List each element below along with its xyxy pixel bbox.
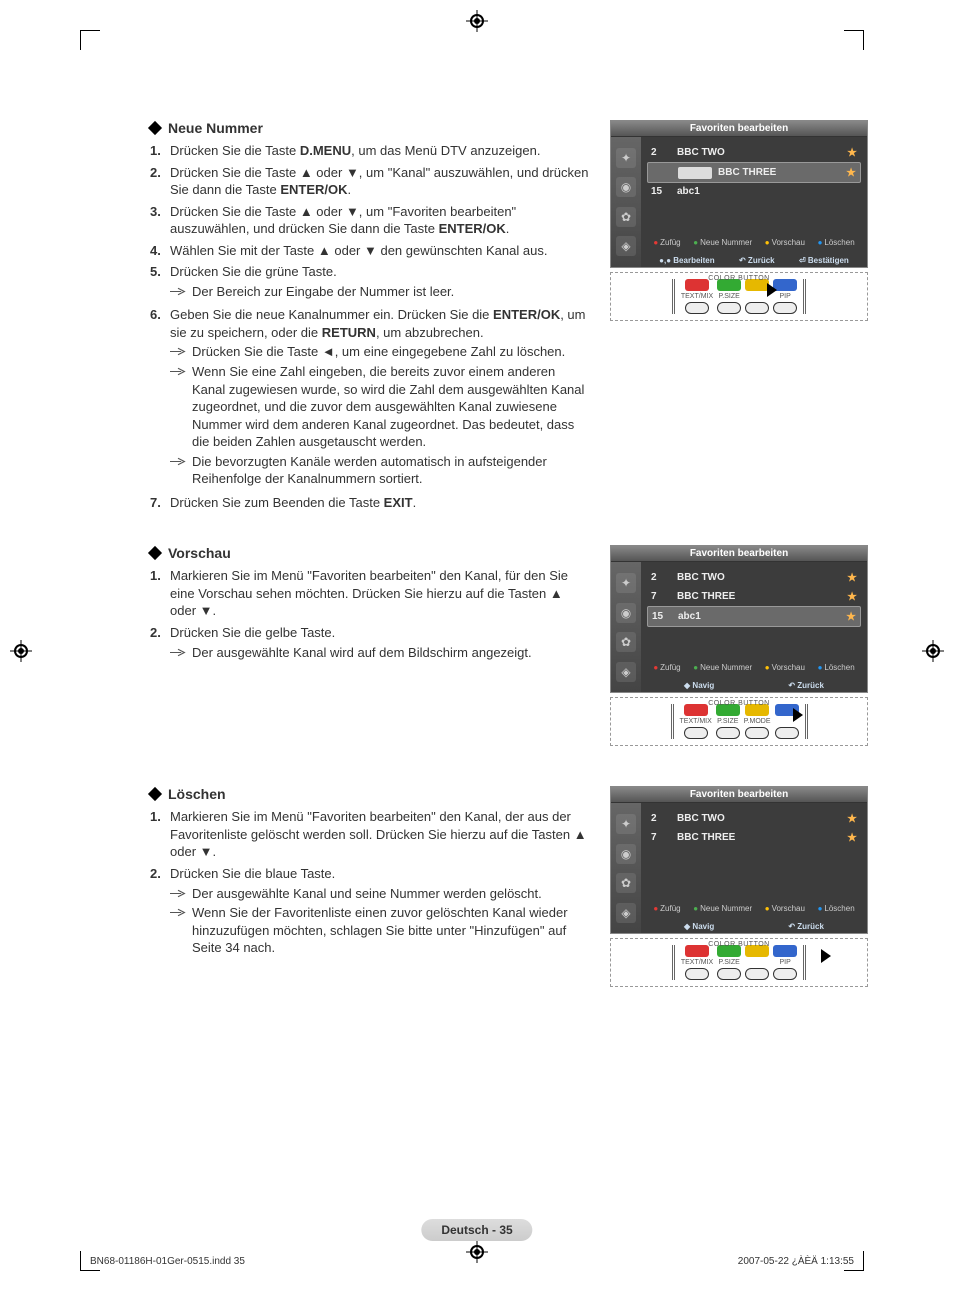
section-title-text: Vorschau — [168, 545, 231, 561]
pointer-arrow-icon — [797, 947, 831, 968]
remote-keycap — [685, 302, 709, 314]
note-arrow-icon — [170, 904, 192, 957]
footer-right: 2007-05-22 ¿ÀÈÄ 1:13:55 — [738, 1256, 854, 1267]
tv-screenshot-3: Favoriten bearbeiten ✦◉✿◈ 2BBC TWO★7BBC … — [610, 786, 868, 934]
tv-sidebar-icons: ✦ ◉ ✿ ◈ — [611, 137, 641, 267]
step-text: Drücken Sie die blaue Taste. Der ausgewä… — [170, 865, 590, 959]
tv-channel-row: 2BBC TWO★ — [647, 809, 861, 828]
step-text: Markieren Sie im Menü "Favoriten bearbei… — [170, 567, 590, 620]
remote-color-buttons-2: COLOR BUTTON TEXT/MIX P.SIZE P.MODE — [610, 697, 868, 746]
section-title: Vorschau — [150, 545, 590, 561]
tv-title: Favoriten bearbeiten — [611, 121, 867, 137]
tv-channel-row: 7BBC THREE★ — [647, 587, 861, 606]
tv-channel-row: 2BBC TWO★ — [647, 568, 861, 587]
step-text: Geben Sie die neue Kanalnummer ein. Drüc… — [170, 306, 590, 489]
section-title-text: Löschen — [168, 786, 226, 802]
tv-channel-row: 15abc1★ — [647, 606, 861, 627]
step-text: Drücken Sie die Taste ▲ oder ▼, um "Favo… — [170, 203, 590, 238]
tv-icon: ◈ — [616, 236, 636, 256]
note-arrow-icon — [170, 363, 192, 451]
remote-keycap — [717, 302, 741, 314]
print-footer: BN68-01186H-01Ger-0515.indd 35 2007-05-2… — [90, 1256, 854, 1267]
pointer-arrow-icon — [743, 281, 777, 302]
tv-sidebar-icons: ✦◉✿◈ — [611, 562, 641, 692]
tv-icon: ◉ — [616, 177, 636, 197]
footer-left: BN68-01186H-01Ger-0515.indd 35 — [90, 1256, 245, 1267]
step-text: Drücken Sie die Taste ▲ oder ▼, um "Kana… — [170, 164, 590, 199]
remote-red-button — [685, 279, 709, 291]
section-loeschen: Löschen 1.Markieren Sie im Menü "Favorit… — [150, 786, 870, 997]
section-title-text: Neue Nummer — [168, 120, 263, 136]
tv-channel-list: 2BBC TWO★BBC THREE★15abc1 ZufügNeue Numm… — [641, 137, 867, 267]
section-vorschau: Vorschau 1.Markieren Sie im Menü "Favori… — [150, 545, 870, 756]
pointer-arrow-icon — [769, 706, 803, 727]
step-text: Drücken Sie zum Beenden die Taste EXIT. — [170, 494, 590, 512]
step-text: Drücken Sie die grüne Taste. Der Bereich… — [170, 263, 590, 302]
remote-color-buttons-1: COLOR BUTTON TEXT/MIX P.SIZE PIP — [610, 272, 868, 321]
page-number-badge: Deutsch - 35 — [421, 1219, 532, 1241]
note-arrow-icon — [170, 283, 192, 301]
tv-legend: ZufügNeue NummerVorschauLöschen — [647, 238, 861, 247]
tv-footer-hints: ◆ Navig↶ Zurück — [647, 681, 861, 690]
tv-sidebar-icons: ✦◉✿◈ — [611, 803, 641, 933]
tv-channel-row: BBC THREE★ — [647, 162, 861, 183]
tv-legend: ZufügNeue NummerVorschauLöschen — [647, 904, 861, 913]
step-text: Markieren Sie im Menü "Favoriten bearbei… — [170, 808, 590, 861]
tv-channel-row: 7BBC THREE★ — [647, 828, 861, 847]
step-text: Drücken Sie die Taste D.MENU, um das Men… — [170, 142, 590, 160]
step-text: Wählen Sie mit der Taste ▲ oder ▼ den ge… — [170, 242, 590, 260]
tv-channel-row: 15abc1 — [647, 183, 861, 200]
section-neue-nummer: Neue Nummer 1.Drücken Sie die Taste D.ME… — [150, 120, 870, 515]
tv-screenshot-2: Favoriten bearbeiten ✦◉✿◈ 2BBC TWO★7BBC … — [610, 545, 868, 693]
step-text: Drücken Sie die gelbe Taste. Der ausgewä… — [170, 624, 590, 663]
section-title: Löschen — [150, 786, 590, 802]
tv-screenshot-1: Favoriten bearbeiten ✦ ◉ ✿ ◈ 2BBC TWO★BB… — [610, 120, 868, 268]
tv-title: Favoriten bearbeiten — [611, 787, 867, 803]
tv-channel-list: 2BBC TWO★7BBC THREE★15abc1★ ZufügNeue Nu… — [641, 562, 867, 692]
note-arrow-icon — [170, 343, 192, 361]
tv-legend: ZufügNeue NummerVorschauLöschen — [647, 663, 861, 672]
note-arrow-icon — [170, 453, 192, 488]
section-title: Neue Nummer — [150, 120, 590, 136]
tv-icon: ✦ — [616, 148, 636, 168]
remote-keycap — [773, 302, 797, 314]
note-arrow-icon — [170, 644, 192, 662]
tv-footer-hints: ◆ Navig↶ Zurück — [647, 922, 861, 931]
remote-keycap — [745, 302, 769, 314]
tv-icon: ✿ — [616, 207, 636, 227]
remote-color-buttons-3: COLOR BUTTON TEXT/MIX P.SIZE PIP — [610, 938, 868, 987]
tv-footer-hints: ●,● Bearbeiten↶ Zurück⏎ Bestätigen — [647, 256, 861, 265]
tv-channel-list: 2BBC TWO★7BBC THREE★ ZufügNeue NummerVor… — [641, 803, 867, 933]
tv-channel-row: 2BBC TWO★ — [647, 143, 861, 162]
note-arrow-icon — [170, 885, 192, 903]
tv-title: Favoriten bearbeiten — [611, 546, 867, 562]
